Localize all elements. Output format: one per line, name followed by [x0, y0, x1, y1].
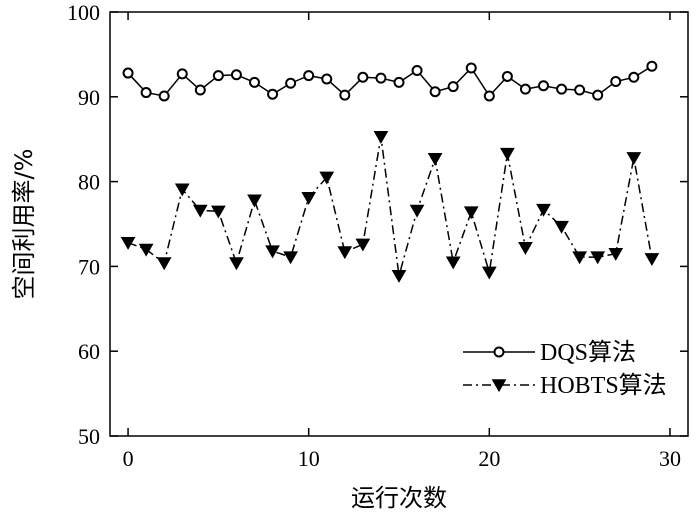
data-point — [463, 206, 479, 220]
legend-label: HOBTS算法 — [540, 372, 667, 399]
data-point — [626, 152, 642, 166]
data-point — [285, 77, 297, 89]
data-point — [158, 90, 170, 102]
data-point — [373, 130, 389, 144]
data-point — [375, 72, 387, 84]
data-point — [465, 62, 477, 74]
data-point — [393, 76, 405, 88]
data-point — [572, 251, 587, 265]
data-point — [230, 69, 242, 81]
data-point — [212, 70, 224, 82]
legend-marker — [491, 379, 507, 393]
legend-item-1: DQS算法 — [463, 339, 636, 366]
y-axis-title: 空间利用率/% — [10, 149, 38, 300]
data-point — [319, 171, 335, 185]
data-point — [501, 70, 513, 82]
data-point — [445, 256, 461, 270]
data-point — [500, 147, 515, 161]
data-point — [140, 87, 152, 99]
y-tick-label: 90 — [78, 85, 100, 110]
data-point — [554, 220, 569, 234]
data-point — [538, 80, 549, 92]
data-point — [138, 243, 154, 257]
x-tick-label: 20 — [478, 446, 500, 471]
series-line — [127, 65, 653, 98]
series-layer — [120, 60, 660, 283]
data-point — [174, 183, 190, 197]
legend-item-2: HOBTS算法 — [463, 372, 667, 399]
legend: DQS算法 HOBTS算法 — [463, 339, 667, 399]
plot-frame — [109, 11, 689, 437]
data-point — [646, 60, 658, 72]
y-tick-label: 50 — [78, 424, 100, 449]
x-tick-label: 10 — [298, 446, 320, 471]
x-tick-label: 0 — [123, 446, 134, 471]
data-point — [518, 242, 533, 255]
data-point — [301, 192, 317, 205]
data-point — [519, 83, 531, 95]
data-point — [610, 76, 622, 88]
data-point — [447, 81, 459, 93]
data-point — [265, 245, 280, 259]
data-point — [357, 71, 369, 83]
y-tick-label: 100 — [67, 0, 100, 25]
legend-label: DQS算法 — [540, 339, 636, 366]
data-point — [211, 205, 226, 219]
data-point — [608, 247, 624, 261]
data-point — [536, 203, 551, 217]
data-point — [283, 251, 298, 265]
data-point — [592, 89, 604, 101]
data-point — [339, 89, 351, 101]
series-2 — [120, 130, 660, 283]
series-1 — [122, 60, 658, 102]
data-point — [267, 88, 279, 100]
data-point — [229, 257, 244, 271]
legend-marker — [493, 346, 505, 358]
data-point — [409, 204, 425, 218]
data-point — [411, 65, 423, 77]
x-tick-label: 30 — [659, 446, 681, 471]
data-point — [644, 253, 660, 266]
data-point — [628, 71, 640, 83]
data-point — [590, 251, 606, 265]
y-tick-label: 80 — [78, 170, 100, 195]
data-point — [355, 238, 371, 252]
data-point — [192, 204, 208, 218]
data-point — [176, 68, 188, 80]
data-point — [429, 86, 441, 98]
data-point — [122, 67, 134, 79]
y-tick-label: 70 — [78, 254, 100, 279]
axes: 0 10 20 30 50 60 70 80 90 100 — [67, 0, 688, 471]
data-point — [249, 76, 260, 88]
data-point — [483, 90, 495, 102]
data-point — [303, 70, 315, 82]
data-point — [120, 236, 136, 250]
data-point — [247, 194, 262, 208]
y-tick-label: 60 — [78, 339, 100, 364]
x-axis-title: 运行次数 — [351, 484, 447, 512]
data-point — [574, 84, 586, 96]
data-point — [337, 246, 353, 260]
data-point — [321, 73, 333, 85]
data-point — [481, 266, 497, 280]
data-point — [427, 153, 443, 166]
data-point — [556, 83, 568, 95]
data-point — [194, 84, 206, 96]
data-point — [391, 270, 407, 283]
data-point — [156, 257, 172, 271]
